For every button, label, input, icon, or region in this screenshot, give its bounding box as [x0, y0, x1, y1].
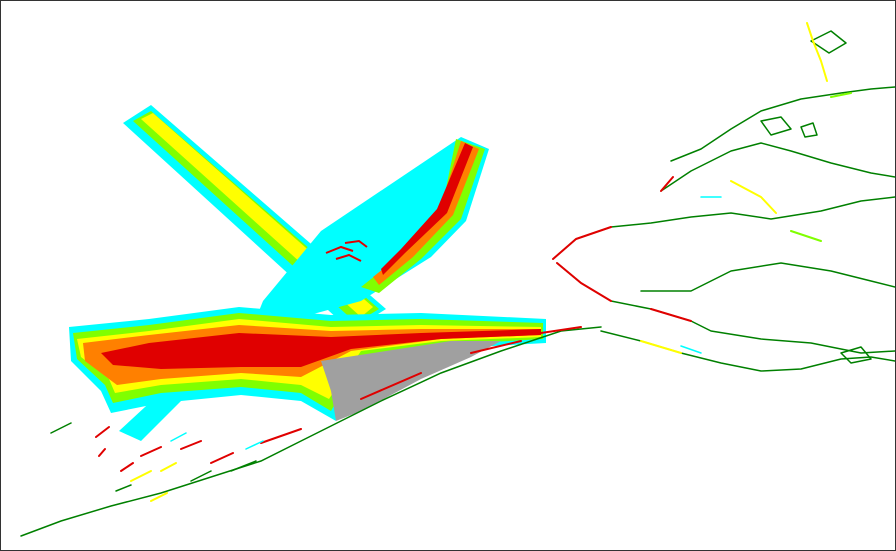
fairway-ne-cyan — [251, 137, 489, 331]
land-mask — [321, 341, 501, 421]
delta-islands — [760, 30, 872, 364]
sandbank-fragments — [95, 426, 234, 472]
delta-coast-green-bright — [790, 92, 852, 242]
fairway-main-cyan-arm — [119, 383, 189, 441]
sandbank-fragments-cyan — [170, 432, 264, 450]
fairway-ne-red-marks — [325, 239, 368, 262]
delta-coast-north-inner — [670, 86, 895, 162]
fairway-northeast — [251, 137, 489, 331]
delta-coast-red — [552, 176, 692, 322]
sandbank-fragments-green — [50, 422, 257, 492]
coastline-south-red — [260, 326, 582, 444]
sandbank-fragments-yellow — [130, 462, 177, 502]
fairway-main — [69, 307, 546, 441]
delta-coast-yellow — [640, 22, 828, 354]
delta-coast-outer — [552, 196, 895, 260]
fairway-main-red — [101, 329, 541, 369]
delta-coast-lower — [556, 262, 895, 354]
coastline-south — [20, 326, 602, 537]
delta-coast-north — [660, 142, 895, 192]
fairway-ne-red — [381, 143, 473, 275]
coastline-delta — [552, 22, 895, 372]
coastline-south-main — [20, 326, 602, 537]
delta-coast-mid — [640, 262, 895, 292]
delta-coast-cyan — [680, 196, 722, 354]
